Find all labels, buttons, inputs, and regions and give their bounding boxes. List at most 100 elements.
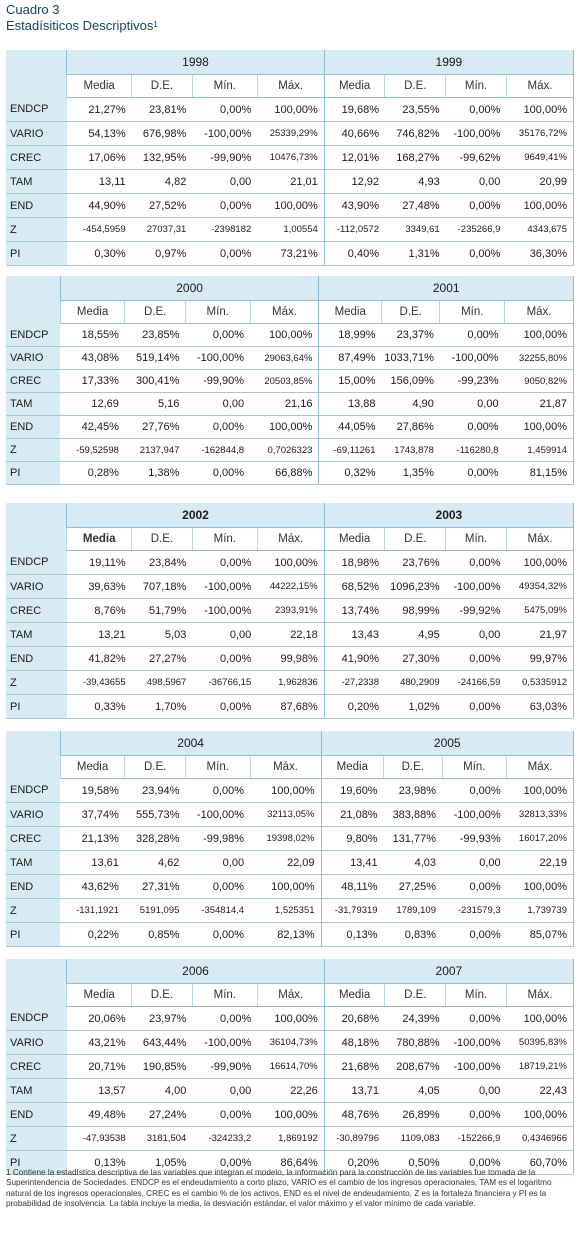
column-header: D.E.: [384, 983, 446, 1007]
caption-subtitle-text: Estadísiticos Descriptivos: [6, 18, 154, 33]
table-row: END 42,45% 27,76% 0,00% 100,00% 44,05% 27,86% 0…: [6, 415, 574, 439]
table-cell: 100,00%: [257, 1102, 325, 1127]
column-header: Máx.: [256, 74, 325, 98]
table-cell: 23,85%: [124, 323, 186, 347]
table-cell: 60,70%: [506, 1150, 575, 1175]
table-cell: 0,00%: [192, 646, 258, 671]
table-cell: 85,07%: [506, 922, 574, 947]
table-cell: -354814,4: [185, 898, 251, 923]
table-cell: 0,00%: [439, 461, 505, 485]
table-cell: 27,76%: [124, 415, 186, 439]
table-cell: 1096,23%: [384, 574, 446, 599]
stats-block-2002-2003: 2002 2003 Media D.E. Mín. Máx. Media D.E. Mín. Má…: [6, 503, 575, 719]
table-cell: 9050,82%: [504, 369, 574, 393]
column-header: D.E.: [131, 74, 193, 98]
column-header: D.E.: [131, 527, 193, 551]
table-cell: 100,00%: [257, 550, 325, 575]
column-header: Media: [66, 983, 132, 1007]
table-cell: 746,82%: [384, 121, 446, 146]
table-cell: 383,88%: [383, 802, 442, 827]
table-cell: -100,00%: [445, 121, 507, 146]
table-cell: 15,00%: [318, 369, 382, 393]
table-row: CREC 20,71% 190,85% -99,90% 16614,70% 21,68% 2…: [6, 1054, 575, 1079]
table-cell: 0,00%: [192, 1150, 258, 1175]
column-header: Mín.: [445, 74, 507, 98]
table-cell: 22,19: [506, 850, 574, 875]
table-row: CREC 17,33% 300,41% -99,90% 20503,85% 15,00% 1…: [6, 369, 574, 393]
table-cell: -100,00%: [439, 346, 505, 370]
table-row: VARIO 43,21% 643,44% -100,00% 36104,73% 48,18…: [6, 1030, 575, 1055]
caption-subtitle: Estadísiticos Descriptivos1: [6, 18, 158, 34]
table-row: END 44,90% 27,52% 0,00% 100,00% 43,90% 27,48% 0…: [6, 193, 575, 218]
table-cell: 44,90%: [66, 193, 132, 218]
row-label: Z: [6, 670, 67, 695]
table-cell: 35176,72%: [506, 121, 575, 146]
column-header: Máx.: [506, 755, 574, 779]
table-row: Z -131,1921 5191,095 -354814,4 1,525351 -31,7…: [6, 898, 574, 923]
table-cell: 13,43: [324, 622, 385, 647]
table-cell: 0,00%: [445, 97, 507, 122]
table-cell: -24166,59: [445, 670, 507, 695]
table-cell: 0,00%: [192, 1102, 258, 1127]
footnote-mark: 1: [153, 20, 158, 29]
table-row: CREC 17,06% 132,95% -99,90% 10476,73% 12,01% 1…: [6, 145, 575, 170]
table-cell: 0,00%: [439, 323, 505, 347]
table-cell: -99,90%: [185, 369, 251, 393]
table-cell: 0,00%: [445, 193, 507, 218]
table-row: VARIO 39,63% 707,18% -100,00% 44222,15% 68,52…: [6, 574, 575, 599]
table-cell: 4,62: [124, 850, 186, 875]
row-label: ENDCP: [6, 778, 61, 803]
table-row: ENDCP 21,27% 23,81% 0,00% 100,00% 19,68% 23,55…: [6, 97, 575, 122]
table-cell: 13,61: [60, 850, 125, 875]
table-cell: 0,00%: [185, 778, 251, 803]
table-cell: 190,85%: [131, 1054, 193, 1079]
row-label: VARIO: [6, 1030, 67, 1055]
table-cell: 20503,85%: [250, 369, 320, 393]
table-cell: -99,98%: [185, 826, 251, 851]
table-cell: 1,869192: [257, 1126, 325, 1151]
table-cell: 1,31%: [384, 241, 446, 266]
table-cell: 87,49%: [318, 346, 382, 370]
table-cell: 9,80%: [321, 826, 384, 851]
table-cell: -31,79319: [321, 898, 384, 923]
table-cell: 99,98%: [257, 646, 325, 671]
table-cell: 43,62%: [60, 874, 125, 899]
year-header: 2001: [318, 276, 574, 301]
table-cell: 4,90: [381, 392, 440, 416]
table-cell: 208,67%: [384, 1054, 446, 1079]
table-cell: 5,03: [131, 622, 193, 647]
table-cell: 44222,15%: [257, 574, 325, 599]
table-cell: 12,69: [60, 392, 125, 416]
table-cell: 0,00%: [192, 97, 258, 122]
table-cell: 2137,947: [124, 438, 186, 462]
column-header: Mín.: [191, 983, 258, 1007]
table-cell: 0,40%: [324, 241, 385, 266]
table-cell: 4,00: [131, 1078, 193, 1103]
row-label: CREC: [6, 826, 61, 851]
table-cell: 0,33%: [66, 694, 132, 719]
table-cell: 0,00%: [185, 922, 251, 947]
row-label: PI: [6, 461, 61, 485]
row-label: VARIO: [6, 802, 61, 827]
table-cell: 1743,878: [381, 438, 440, 462]
row-label: ENDCP: [6, 97, 67, 122]
table-cell: 32255,80%: [504, 346, 574, 370]
table-cell: -100,00%: [192, 121, 258, 146]
table-cell: 50395,83%: [506, 1030, 575, 1055]
table-cell: 19398,02%: [250, 826, 322, 851]
table-cell: 0,00%: [445, 694, 507, 719]
table-cell: 12,01%: [324, 145, 385, 170]
table-cell: 2393,91%: [257, 598, 325, 623]
table-cell: -152266,9: [445, 1126, 507, 1151]
table-cell: 27,48%: [384, 193, 446, 218]
column-header: Media: [323, 527, 385, 551]
table-cell: 73,21%: [257, 241, 325, 266]
corner-cell: [6, 50, 67, 75]
table-cell: 132,95%: [131, 145, 193, 170]
table-cell: -27,2338: [324, 670, 385, 695]
table-cell: 27,86%: [381, 415, 440, 439]
table-row: Z -47,93538 3181,504 -324233,2 1,869192 -30,8…: [6, 1126, 575, 1151]
table-cell: 1033,71%: [381, 346, 440, 370]
table-cell: 23,97%: [131, 1006, 193, 1031]
table-cell: 0,32%: [318, 461, 382, 485]
